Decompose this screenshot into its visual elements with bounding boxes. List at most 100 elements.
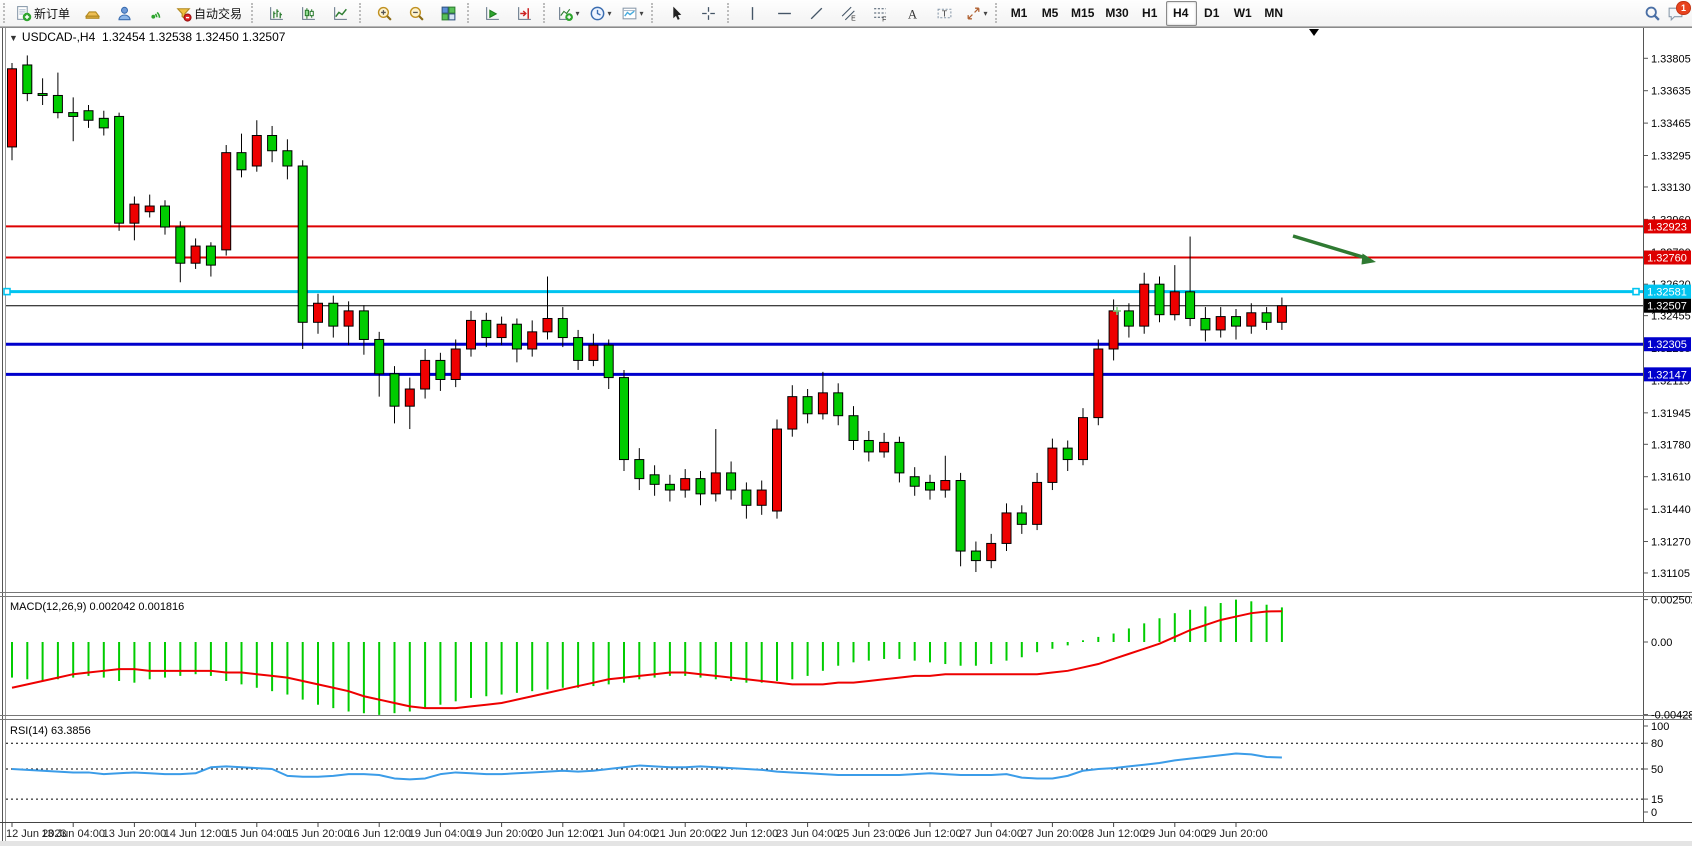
price-tick-label: 1.31440: [1651, 504, 1691, 516]
candle-body: [695, 478, 706, 495]
toolbar-grip[interactable]: [727, 3, 732, 23]
label-button[interactable]: T: [928, 1, 960, 26]
candle-body: [389, 373, 400, 407]
candle-body: [909, 476, 920, 487]
crosshair-button[interactable]: [692, 1, 724, 26]
button-label: M1: [1010, 6, 1028, 20]
text-button[interactable]: A: [896, 1, 928, 26]
timeframe-M5-button[interactable]: M5: [1035, 1, 1066, 26]
indicators-button[interactable]: ▾: [552, 1, 584, 26]
toolbar-grip[interactable]: [251, 3, 256, 23]
hline-handle[interactable]: [3, 287, 11, 296]
bottom-strip: [0, 841, 1692, 846]
candle-body: [22, 64, 33, 95]
candlestick-button[interactable]: [292, 1, 324, 26]
candle-body: [970, 550, 981, 562]
candle-body: [98, 117, 109, 129]
candle-body: [925, 481, 935, 491]
candle-body: [481, 319, 492, 339]
timeframe-M30-button[interactable]: M30: [1100, 1, 1134, 26]
candle-body: [1001, 512, 1012, 544]
vline-button[interactable]: [736, 1, 768, 26]
candle-body: [1169, 291, 1180, 316]
time-axis-label: 13 Jun 20:00: [103, 828, 167, 840]
periods-icon: [590, 6, 604, 20]
toolbar-grip[interactable]: [651, 3, 656, 23]
time-axis-label: 21 Jun 20:00: [653, 828, 717, 840]
signals-button[interactable]: [140, 1, 172, 26]
zoom-in-button[interactable]: [368, 1, 400, 26]
timeframe-M15-button[interactable]: M15: [1066, 1, 1100, 26]
candle-body: [588, 344, 599, 361]
tile-windows-button[interactable]: [432, 1, 464, 26]
auto-scroll-button[interactable]: [476, 1, 508, 26]
toolbar-grip[interactable]: [467, 3, 472, 23]
profile-button[interactable]: [108, 1, 140, 26]
hline-handle[interactable]: [1632, 287, 1640, 296]
arrows-button[interactable]: ▾: [960, 1, 992, 26]
timeframe-MN-button[interactable]: MN: [1259, 1, 1290, 26]
timeframe-W1-button[interactable]: W1: [1228, 1, 1259, 26]
chat-button[interactable]: 1: [1667, 0, 1691, 22]
timeframe-D1-button[interactable]: D1: [1197, 1, 1228, 26]
new-order-button[interactable]: 新订单: [12, 1, 76, 26]
channel-button[interactable]: E: [832, 1, 864, 26]
timeframe-H1-button[interactable]: H1: [1135, 1, 1166, 26]
candle-body: [1108, 310, 1119, 350]
chart-title[interactable]: ▼ USDCAD-,H4 1.32454 1.32538 1.32450 1.32…: [9, 30, 285, 44]
candle-body: [343, 310, 354, 327]
fibonacci-button[interactable]: F: [864, 1, 896, 26]
text-icon: A: [907, 7, 917, 21]
cursor-button[interactable]: [660, 1, 692, 26]
toolbar-grip[interactable]: [3, 3, 8, 23]
candle-body: [68, 112, 79, 117]
search-button[interactable]: [1644, 5, 1661, 22]
zoom-out-button[interactable]: [400, 1, 432, 26]
fibonacci-icon: F: [873, 7, 886, 22]
candle-body: [1123, 310, 1134, 327]
candle-body: [603, 344, 614, 379]
rsi-axis-label: 100: [1651, 721, 1669, 733]
svg-text:T: T: [941, 8, 946, 18]
market-watch-button[interactable]: [76, 1, 108, 26]
trendline-button[interactable]: [800, 1, 832, 26]
candle-body: [190, 245, 201, 264]
signals-icon: [150, 11, 160, 19]
candle-body: [619, 377, 629, 461]
toolbar-group-insert: ▾ ▾ ▾: [552, 0, 648, 26]
time-axis-label: 26 Jun 12:00: [898, 828, 962, 840]
candle-body: [1016, 512, 1027, 525]
autotrade-button[interactable]: 自动交易: [172, 1, 248, 26]
templates-button[interactable]: ▾: [616, 1, 648, 26]
line-chart-button[interactable]: [324, 1, 356, 26]
chart-shift-marker[interactable]: [1309, 29, 1319, 36]
candle-body: [114, 115, 125, 224]
periods-button[interactable]: ▾: [584, 1, 616, 26]
price-tag-1.32305: [1644, 337, 1691, 352]
timeframe-H4-button[interactable]: H4: [1165, 0, 1197, 26]
candle-body: [83, 110, 94, 121]
candle-body: [221, 152, 232, 251]
toolbar-grip[interactable]: [359, 3, 364, 23]
toolbar-grip[interactable]: [995, 3, 1000, 23]
rsi-line: [11, 752, 1282, 781]
candle-body: [986, 542, 997, 562]
chart-shift-button[interactable]: [508, 1, 540, 26]
hline-button[interactable]: [768, 1, 800, 26]
candle-body: [756, 489, 767, 506]
arrow-annotation[interactable]: [1292, 234, 1367, 260]
main-toolbar: 新订单 自动交易 ▾ ▾ ▾ E F A T ▾ M1 M5 M15 M30 H1 H4 D1 W1 MN 1: [0, 0, 1692, 27]
time-axis-label: 19 Jun 04:00: [409, 828, 473, 840]
price-tick-label: 1.31945: [1651, 408, 1691, 420]
bar-chart-button[interactable]: [260, 1, 292, 26]
button-label: M15: [1071, 6, 1095, 20]
toolbar-grip[interactable]: [543, 3, 548, 23]
macd-axis-label: 0.00: [1651, 637, 1672, 649]
cursor-icon: [672, 6, 681, 20]
candle-body: [1078, 417, 1088, 461]
arrow-head: [1361, 253, 1376, 265]
timeframe-M1-button[interactable]: M1: [1004, 1, 1035, 26]
candle-body: [772, 428, 782, 512]
